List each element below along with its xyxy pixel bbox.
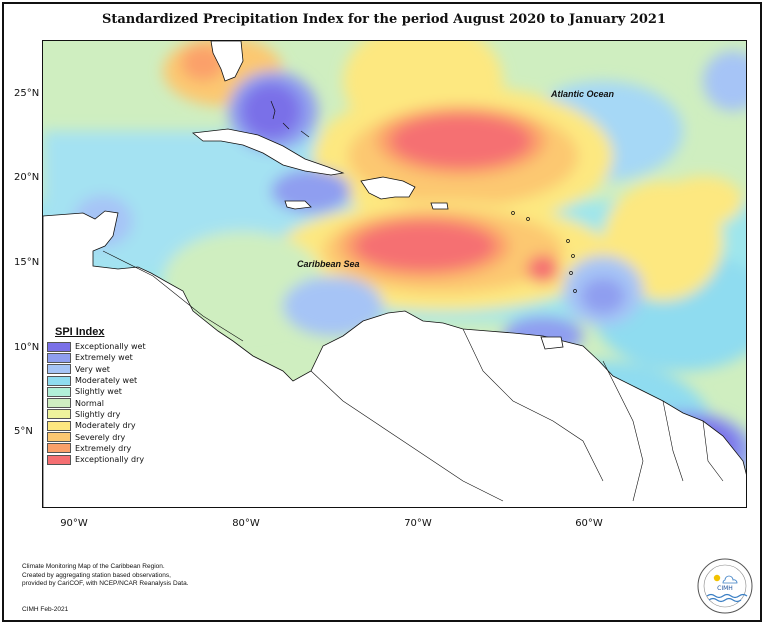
legend-title: SPI Index: [55, 326, 105, 338]
legend-swatch: [47, 409, 71, 420]
legend-swatch: [47, 364, 71, 375]
legend-swatch: [47, 386, 71, 397]
lon-label-70w: 70°W: [404, 518, 432, 529]
footer-line-3: provided by CariCOF, with NCEP/NCAR Rean…: [22, 580, 189, 587]
spi-map: Atlantic Ocean Caribbean Sea: [42, 40, 747, 508]
footer-line-2: Created by aggregating station based obs…: [22, 571, 171, 579]
legend-label: Extremely dry: [75, 443, 132, 453]
lat-label-5n: 5°N: [14, 426, 33, 437]
logo-text: CIMH: [717, 585, 733, 592]
legend-swatch: [47, 454, 71, 465]
legend-swatch: [47, 398, 71, 409]
lon-label-80w: 80°W: [232, 518, 260, 529]
footer-line-1: Climate Monitoring Map of the Caribbean …: [22, 563, 165, 570]
figure-frame: [2, 2, 762, 622]
caribbean-sea-label: Caribbean Sea: [297, 259, 360, 269]
land-masses: [43, 41, 746, 507]
legend-label: Slightly dry: [75, 409, 121, 419]
legend-item: Moderately dry: [47, 420, 157, 431]
legend-item: Very wet: [47, 364, 157, 375]
legend-label: Normal: [75, 398, 104, 408]
legend-item: Severely dry: [47, 431, 157, 443]
country-borders: [102, 250, 724, 502]
legend-label: Moderately wet: [75, 376, 138, 386]
legend-swatch: [47, 420, 71, 431]
legend-item: Slightly wet: [47, 386, 157, 397]
legend-swatch: [47, 432, 71, 443]
spi-legend: SPI Index Exceptionally wet Extremely wet…: [47, 326, 157, 465]
legend-item: Exceptionally wet: [47, 341, 157, 352]
legend-item: Moderately wet: [47, 375, 157, 386]
footer-notes: Climate Monitoring Map of the Caribbean …: [22, 563, 189, 589]
footer-credit: CIMH Feb-2021: [22, 606, 69, 613]
lon-label-60w: 60°W: [575, 518, 603, 529]
legend-label: Severely dry: [75, 432, 126, 442]
legend-item: Extremely dry: [47, 443, 157, 454]
legend-label: Moderately dry: [75, 421, 136, 431]
atlantic-ocean-label: Atlantic Ocean: [551, 89, 615, 99]
lat-label-10n: 10°N: [14, 342, 40, 353]
legend-label: Very wet: [75, 364, 110, 374]
legend-swatch: [47, 341, 71, 352]
lat-label-25n: 25°N: [14, 88, 40, 99]
legend-item: Extremely wet: [47, 352, 157, 363]
lat-label-20n: 20°N: [14, 172, 40, 183]
legend-label: Extremely wet: [75, 353, 133, 363]
legend-item: Exceptionally dry: [47, 454, 157, 465]
legend-label: Slightly wet: [75, 387, 122, 397]
map-title: Standardized Precipitation Index for the…: [101, 12, 667, 27]
legend-label: Exceptionally wet: [75, 342, 146, 352]
legend-swatch: [47, 352, 71, 363]
legend-swatch: [47, 443, 71, 454]
legend-item: Normal: [47, 397, 157, 409]
lon-label-90w: 90°W: [60, 518, 88, 529]
legend-swatch: [47, 375, 71, 386]
lat-label-15n: 15°N: [14, 257, 40, 268]
island-outlines: [270, 100, 577, 293]
cimh-logo: CIMH: [697, 558, 753, 614]
legend-item: Slightly dry: [47, 409, 157, 420]
legend-label: Exceptionally dry: [75, 455, 145, 465]
